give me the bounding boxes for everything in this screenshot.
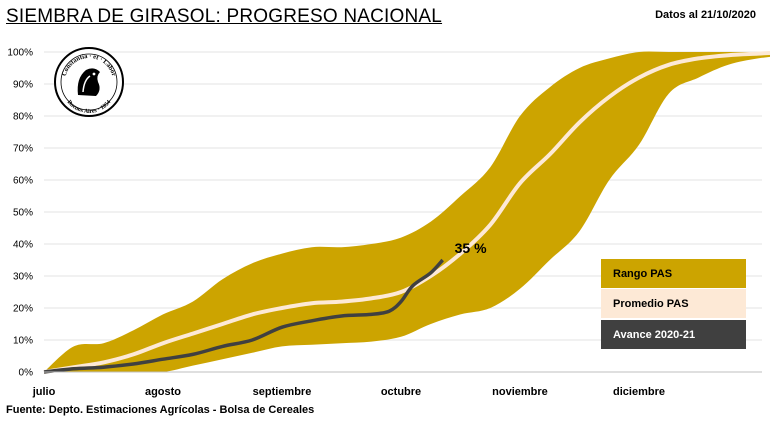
legend-avance-label: Avance 2020-21 <box>613 329 695 341</box>
x-axis-ticks: julio agosto septiembre octubre noviembre dic… <box>32 386 665 398</box>
x-tick-label: noviembre <box>492 386 548 398</box>
chart-title: SIEMBRA DE GIRASOL: PROGRESO NACIONAL <box>6 6 443 27</box>
y-tick-label: 10% <box>13 336 33 347</box>
source-note: Fuente: Depto. Estimaciones Agrícolas - … <box>6 404 315 416</box>
y-axis-ticks: 0% 10% 20% 30% 40% 50% 60% 70% 80% 90% 100% <box>7 48 33 379</box>
y-tick-label: 20% <box>13 304 33 315</box>
y-tick-label: 70% <box>13 144 33 155</box>
avance-2020-21-line <box>43 258 444 374</box>
y-tick-label: 80% <box>13 112 33 123</box>
legend-promedio-pas-label: Promedio PAS <box>613 298 689 310</box>
y-tick-label: 0% <box>19 368 34 379</box>
y-tick-label: 100% <box>7 48 33 59</box>
data-date-label: Datos al 21/10/2020 <box>655 9 756 21</box>
x-tick-label: octubre <box>381 386 421 398</box>
y-tick-label: 60% <box>13 176 33 187</box>
legend-avance-box <box>601 320 746 349</box>
rango-pas-band <box>44 51 770 373</box>
current-progress-annotation: 35 % <box>455 240 487 256</box>
x-tick-label: septiembre <box>253 386 312 398</box>
legend: Rango PAS Promedio PAS Avance 2020-21 <box>601 259 746 349</box>
x-tick-label: agosto <box>145 386 181 398</box>
x-tick-label: diciembre <box>613 386 665 398</box>
legend-rango-pas-label: Rango PAS <box>613 268 672 280</box>
y-tick-label: 90% <box>13 80 33 91</box>
y-tick-label: 50% <box>13 208 33 219</box>
legend-rango-pas-box <box>601 259 746 288</box>
x-tick-label: julio <box>32 386 56 398</box>
y-tick-label: 40% <box>13 240 33 251</box>
legend-promedio-pas-box <box>601 289 746 318</box>
bolsa-de-cereales-logo: Constantia · et · Labor Buenos Aires · 1… <box>54 47 124 117</box>
y-tick-label: 30% <box>13 272 33 283</box>
